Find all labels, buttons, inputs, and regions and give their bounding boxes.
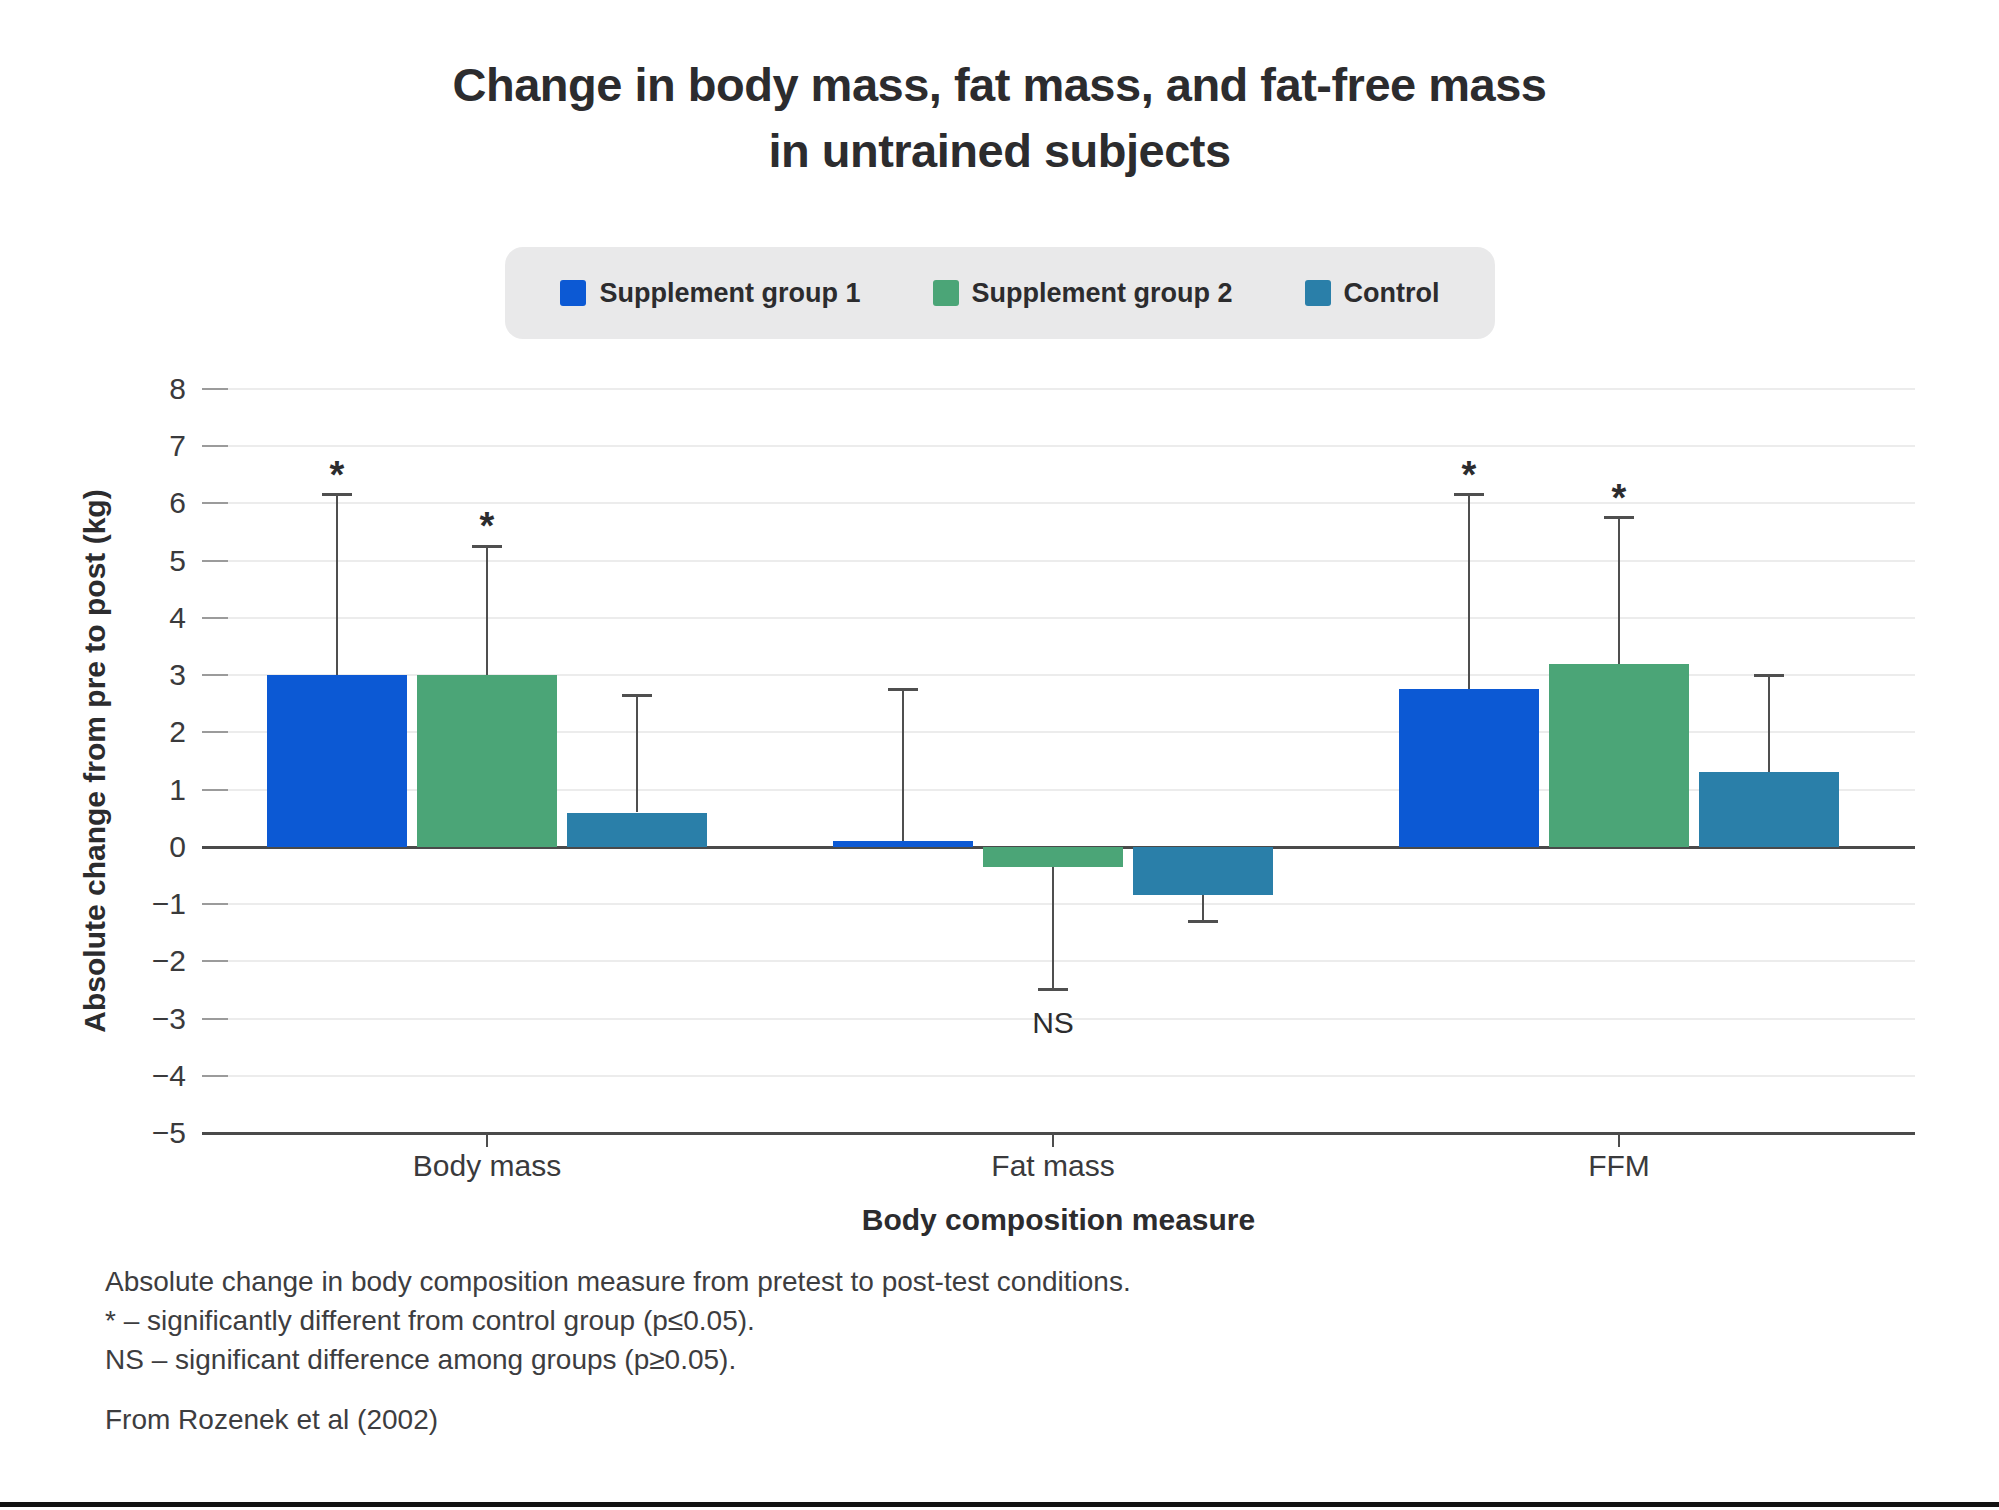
gridline — [202, 903, 1915, 905]
y-tick-label: 5 — [56, 544, 186, 578]
error-bar-cap — [622, 694, 652, 697]
error-bar-cap — [888, 688, 918, 691]
y-tick-label: 7 — [56, 429, 186, 463]
error-bar-line — [1618, 518, 1620, 664]
y-tick-label: −4 — [56, 1059, 186, 1093]
x-category-label-body-mass: Body mass — [413, 1149, 561, 1183]
y-tick-label: 4 — [56, 601, 186, 635]
gridline — [202, 560, 1915, 562]
bar-supplement-group-1-body-mass — [267, 675, 407, 847]
bar-control-body-mass — [567, 813, 707, 847]
x-tick-mark — [1052, 1133, 1054, 1147]
y-tick-mark — [202, 903, 228, 905]
gridline — [202, 1075, 1915, 1077]
y-tick-label: 6 — [56, 486, 186, 520]
y-tick-mark — [202, 445, 228, 447]
y-tick-label: −2 — [56, 944, 186, 978]
annotation-asterisk: * — [480, 505, 495, 548]
y-tick-mark — [202, 731, 228, 733]
y-tick-label: −3 — [56, 1002, 186, 1036]
error-bar-cap — [1754, 674, 1784, 677]
error-bar-line — [636, 695, 638, 812]
error-bar-line — [336, 495, 338, 675]
error-bar-line — [1768, 675, 1770, 772]
y-tick-mark — [202, 560, 228, 562]
y-tick-mark — [202, 960, 228, 962]
bar-control-fat-mass — [1133, 847, 1273, 896]
y-tick-label: 1 — [56, 773, 186, 807]
error-bar-line — [1468, 495, 1470, 690]
error-bar-line — [1202, 895, 1204, 921]
bar-supplement-group-1-ffm — [1399, 689, 1539, 846]
bar-supplement-group-1-fat-mass — [833, 841, 973, 847]
error-bar-cap — [1038, 988, 1068, 991]
bar-supplement-group-2-ffm — [1549, 664, 1689, 847]
source-note: From Rozenek et al (2002) — [105, 1404, 438, 1436]
y-tick-label: 0 — [56, 830, 186, 864]
annotation-asterisk: * — [1612, 476, 1627, 519]
error-bar-line — [1052, 867, 1054, 990]
footnote-ns: NS – significant difference among groups… — [105, 1340, 1131, 1379]
footnote-caption: Absolute change in body composition meas… — [105, 1262, 1131, 1301]
y-tick-label: −1 — [56, 887, 186, 921]
footnotes: Absolute change in body composition meas… — [105, 1262, 1131, 1379]
y-tick-mark — [202, 1075, 228, 1077]
gridline — [202, 960, 1915, 962]
bottom-rule — [0, 1502, 1999, 1507]
y-tick-mark — [202, 617, 228, 619]
x-category-label-fat-mass: Fat mass — [991, 1149, 1114, 1183]
x-axis-line — [202, 1132, 1915, 1135]
y-tick-label: 8 — [56, 372, 186, 406]
gridline — [202, 445, 1915, 447]
y-tick-mark — [202, 674, 228, 676]
gridline — [202, 502, 1915, 504]
error-bar-line — [486, 546, 488, 675]
error-bar-line — [902, 689, 904, 841]
y-tick-label: 2 — [56, 715, 186, 749]
bar-supplement-group-2-fat-mass — [983, 847, 1123, 867]
x-tick-mark — [1618, 1133, 1620, 1147]
y-tick-label: −5 — [56, 1116, 186, 1150]
bar-control-ffm — [1699, 772, 1839, 846]
gridline — [202, 388, 1915, 390]
annotation-asterisk: * — [1462, 453, 1477, 496]
annotation-ns: NS — [1032, 1006, 1074, 1040]
y-tick-mark — [202, 502, 228, 504]
footnote-asterisk: * – significantly different from control… — [105, 1301, 1131, 1340]
y-tick-mark — [202, 388, 228, 390]
error-bar-cap — [1188, 920, 1218, 923]
chart-page: Change in body mass, fat mass, and fat-f… — [0, 0, 1999, 1510]
x-category-label-ffm: FFM — [1588, 1149, 1650, 1183]
x-axis-title: Body composition measure — [202, 1203, 1915, 1237]
bar-supplement-group-2-body-mass — [417, 675, 557, 847]
y-tick-mark — [202, 789, 228, 791]
gridline — [202, 617, 1915, 619]
annotation-asterisk: * — [330, 453, 345, 496]
x-tick-mark — [486, 1133, 488, 1147]
y-tick-label: 3 — [56, 658, 186, 692]
y-tick-mark — [202, 1018, 228, 1020]
